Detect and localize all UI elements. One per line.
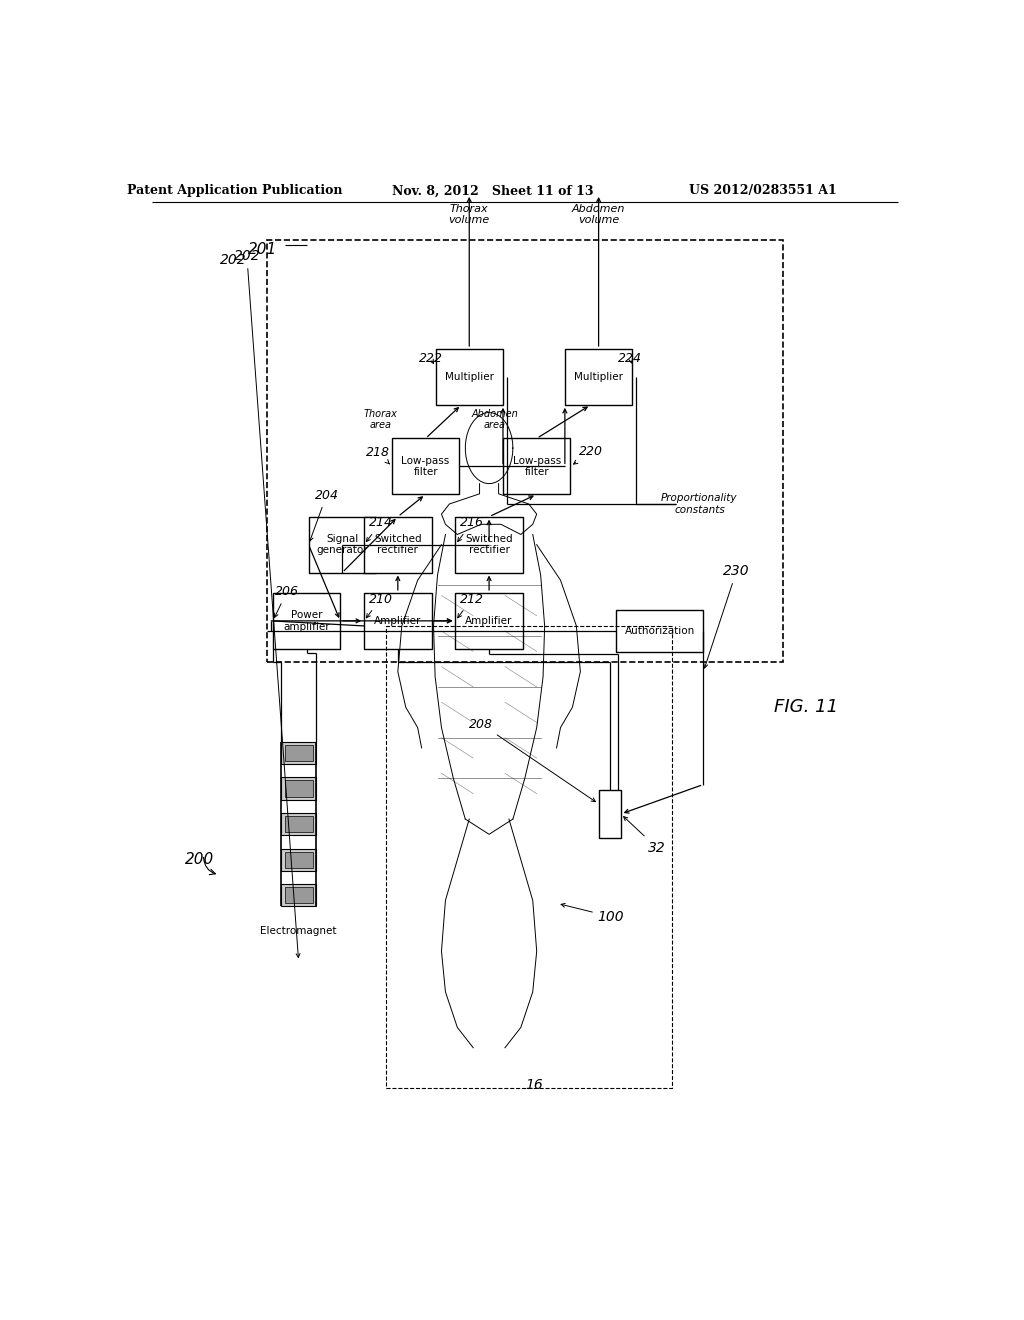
Text: 218: 218 [367, 446, 390, 465]
Text: Switched
rectifier: Switched rectifier [374, 533, 422, 556]
Text: 204: 204 [309, 488, 339, 541]
Bar [281, 777, 316, 800]
Text: 210: 210 [367, 593, 392, 618]
Text: Power
amplifier: Power amplifier [284, 610, 330, 632]
Bar [281, 884, 316, 907]
Text: Signal
generator: Signal generator [316, 533, 368, 556]
Bar [386, 626, 672, 1089]
Bar [285, 851, 312, 867]
Text: Low-pass
filter: Low-pass filter [401, 455, 450, 477]
Bar [285, 887, 312, 903]
Bar [281, 849, 316, 871]
Text: FIG. 11: FIG. 11 [774, 698, 839, 717]
Bar [365, 516, 431, 573]
Text: Electromagnet: Electromagnet [260, 925, 337, 936]
Bar [281, 742, 316, 764]
Text: 222: 222 [419, 351, 442, 364]
Bar [365, 593, 431, 649]
Text: 202: 202 [233, 249, 300, 957]
Text: 16: 16 [525, 1078, 543, 1093]
Text: Switched
rectifier: Switched rectifier [465, 533, 513, 556]
Text: Low-pass
filter: Low-pass filter [513, 455, 561, 477]
Bar [281, 813, 316, 836]
Text: Amplifier: Amplifier [374, 616, 422, 626]
Text: 200: 200 [184, 853, 214, 867]
Text: Amplifier: Amplifier [465, 616, 513, 626]
Text: 230: 230 [703, 564, 750, 668]
Text: Authorization: Authorization [625, 626, 695, 636]
Bar [285, 780, 312, 797]
Bar [456, 516, 523, 573]
Bar [392, 438, 460, 494]
Bar [285, 744, 312, 762]
Text: 32: 32 [624, 817, 666, 854]
Text: Thorax
area: Thorax area [364, 409, 397, 430]
Bar [285, 816, 312, 833]
Text: Patent Application Publication: Patent Application Publication [127, 185, 343, 198]
Bar [503, 438, 570, 494]
Text: Nov. 8, 2012   Sheet 11 of 13: Nov. 8, 2012 Sheet 11 of 13 [392, 185, 594, 198]
Text: 100: 100 [561, 903, 625, 924]
Text: 220: 220 [573, 445, 603, 465]
Bar [267, 240, 782, 661]
Text: Multiplier: Multiplier [574, 372, 624, 381]
Text: Abdomen
volume: Abdomen volume [572, 203, 626, 226]
Bar [565, 348, 633, 405]
Text: 202: 202 [220, 253, 247, 267]
Bar [616, 610, 703, 652]
Text: 224: 224 [618, 351, 642, 364]
Text: Multiplier: Multiplier [444, 372, 494, 381]
Text: 206: 206 [274, 586, 299, 618]
Text: Proportionality
constants: Proportionality constants [662, 494, 737, 515]
Bar [272, 593, 340, 649]
Text: 212: 212 [458, 593, 483, 618]
Text: 214: 214 [367, 516, 392, 541]
Text: 201: 201 [248, 243, 278, 257]
Text: 208: 208 [469, 718, 595, 801]
Bar [456, 593, 523, 649]
Text: Thorax
volume: Thorax volume [449, 203, 489, 226]
Bar [599, 789, 621, 838]
Text: Abdomen
area: Abdomen area [471, 409, 518, 430]
Bar [435, 348, 503, 405]
Bar [308, 516, 376, 573]
Text: US 2012/0283551 A1: US 2012/0283551 A1 [689, 185, 837, 198]
Text: 216: 216 [458, 516, 483, 541]
